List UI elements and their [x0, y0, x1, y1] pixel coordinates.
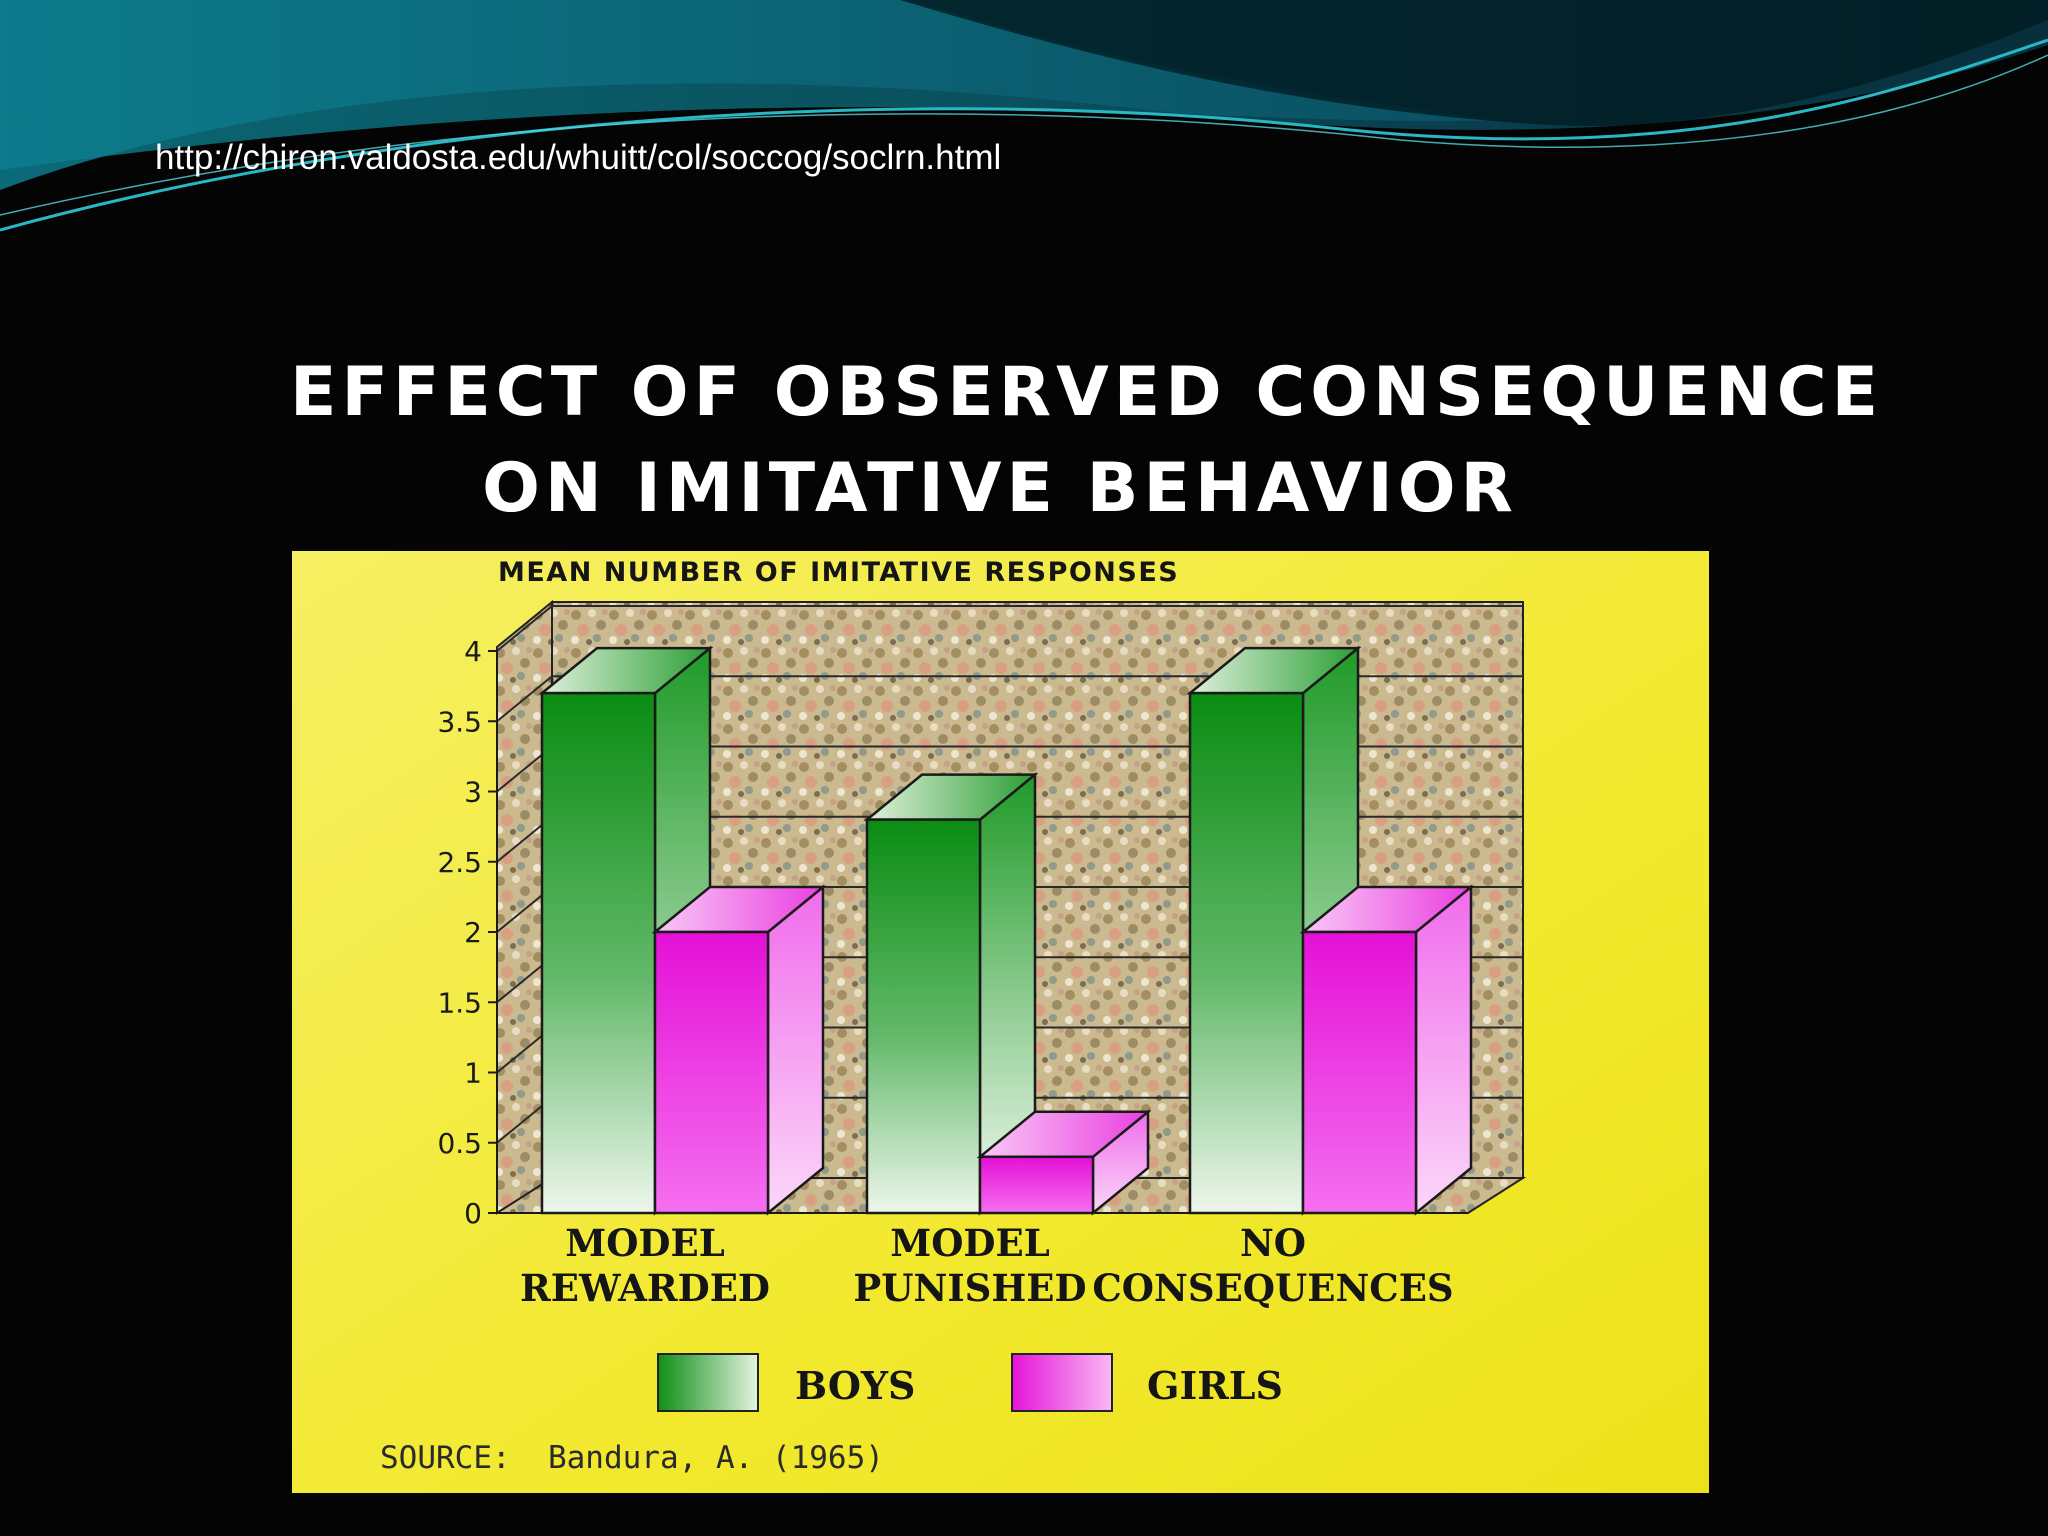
legend-label-girls: GIRLS [1147, 1363, 1283, 1408]
source-url-text: http://chiron.valdosta.edu/whuitt/col/so… [155, 138, 1002, 177]
bar-boys-2 [863, 771, 1039, 1216]
bar-girls-side [766, 884, 825, 1216]
legend-label-boys: BOYS [795, 1363, 916, 1408]
chart-title: EFFECT OF OBSERVED CONSEQUENCE ON IMITAT… [290, 345, 1884, 537]
y-tick-label: 3.5 [437, 705, 482, 738]
gridline [496, 675, 1523, 723]
legend-item-girls: GIRLS [1011, 1353, 1283, 1412]
legend-swatch-girls [1011, 1353, 1113, 1412]
y-tick-label: 3 [464, 776, 482, 809]
y-tick-label: 2.5 [437, 846, 482, 879]
y-tick-label: 1 [464, 1057, 482, 1090]
legend: BOYS GIRLS [657, 1353, 1283, 1412]
y-tick-label: 4 [464, 635, 482, 668]
header-wave-decoration [0, 0, 2048, 232]
x-tick-label-2-line-2: PUNISHED [853, 1266, 1086, 1310]
chart-title-line-2: ON IMITATIVE BEHAVIOR [482, 449, 1518, 528]
bars [538, 645, 1475, 1216]
bar-girls-front [1301, 930, 1418, 1215]
chart-title-line-1: EFFECT OF OBSERVED CONSEQUENCE [290, 353, 1884, 432]
bar-girls-front [978, 1155, 1095, 1215]
y-axis-label: MEAN NUMBER OF IMITATIVE RESPONSES [498, 557, 1179, 588]
bar-girls-3 [1299, 884, 1475, 1216]
y-tick-label: 1.5 [437, 986, 482, 1019]
legend-swatch-boys [657, 1353, 759, 1412]
x-tick-label-2-line-1: MODEL [890, 1221, 1050, 1265]
gridline [496, 605, 1523, 652]
source-note: SOURCE: Bandura, A. (1965) [380, 1440, 884, 1476]
bar-girls-1 [651, 884, 827, 1216]
bar-boys-front [540, 691, 657, 1215]
legend-item-boys: BOYS [657, 1353, 916, 1412]
bar-boys-front [865, 818, 982, 1215]
bar-girls-side [1414, 884, 1473, 1216]
x-tick-label-1-line-2: REWARDED [520, 1266, 770, 1310]
y-tick-label: 2 [464, 916, 482, 949]
bar-girls-front [653, 930, 770, 1215]
y-tick-label: 0 [464, 1197, 482, 1230]
y-tick-label: 0.5 [437, 1127, 482, 1160]
x-tick-label-3-line-2: CONSEQUENCES [1092, 1266, 1453, 1310]
bar-boys-front [1188, 691, 1305, 1215]
x-tick-label-1-line-1: MODEL [565, 1221, 725, 1265]
x-tick-label-3-line-1: NO [1240, 1221, 1306, 1265]
bar-girls-2 [976, 1109, 1152, 1216]
